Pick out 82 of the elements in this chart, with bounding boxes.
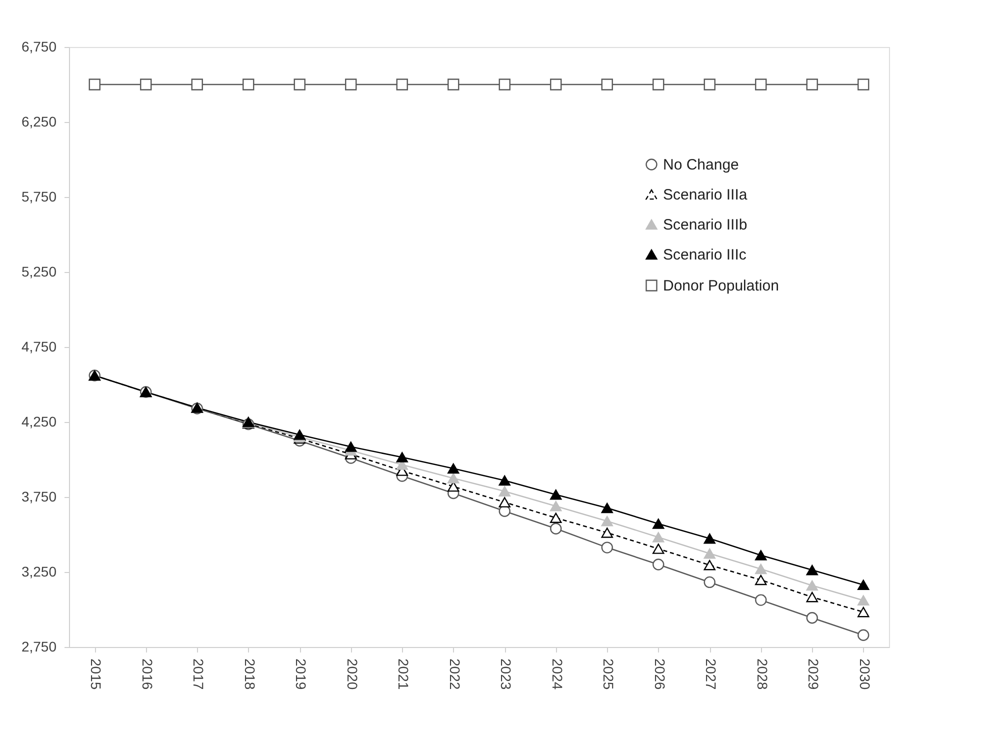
x-tick-label: 2026 <box>652 658 668 690</box>
x-tick-label: 2021 <box>396 658 412 690</box>
point <box>345 442 357 452</box>
point <box>498 78 510 90</box>
x-tick-label: 2023 <box>498 658 514 690</box>
point <box>550 489 562 500</box>
point <box>396 452 408 462</box>
point <box>755 550 767 560</box>
point <box>755 574 767 586</box>
y-tick-label: 3,750 <box>21 488 57 504</box>
point <box>191 78 203 90</box>
y-tick-label: 4,250 <box>21 414 57 430</box>
x-tick-label: 2017 <box>190 658 207 690</box>
point <box>550 501 562 512</box>
x-tick-label: 2016 <box>139 658 156 690</box>
point <box>858 580 870 590</box>
point <box>652 78 664 90</box>
x-tick-label: 2029 <box>806 658 822 690</box>
point <box>550 78 562 90</box>
point <box>550 512 562 523</box>
point <box>498 475 510 486</box>
point <box>448 463 460 474</box>
point <box>806 580 818 591</box>
point <box>858 595 870 606</box>
point <box>601 78 613 90</box>
point <box>806 592 818 602</box>
x-tick-label: 2020 <box>344 658 360 690</box>
x-tick-label: 2027 <box>703 658 720 690</box>
point <box>704 576 716 588</box>
point <box>601 528 613 538</box>
point <box>550 522 562 534</box>
point <box>601 516 613 526</box>
point <box>448 473 460 484</box>
x-tick-label: 2024 <box>549 658 566 690</box>
legend-label: Scenario IIIa <box>663 186 748 204</box>
point <box>704 560 716 570</box>
legend-label: No Change <box>663 156 739 174</box>
point <box>140 78 152 90</box>
point <box>806 564 818 576</box>
legend-label: Scenario IIIc <box>663 246 747 264</box>
y-tick-label: 6,250 <box>21 114 57 130</box>
y-tick-label: 6,750 <box>21 38 57 54</box>
point <box>294 430 306 440</box>
legend-label: Scenario IIIb <box>663 216 748 234</box>
x-tick-label: 2028 <box>754 658 770 690</box>
point <box>858 78 870 90</box>
y-tick-label: 5,750 <box>21 188 57 204</box>
x-tick-label: 2018 <box>242 658 258 690</box>
point <box>704 533 716 544</box>
point <box>858 606 870 618</box>
point <box>294 78 306 90</box>
point <box>345 78 357 90</box>
point <box>652 518 664 529</box>
y-tick-label: 2,750 <box>21 638 57 654</box>
point <box>704 548 716 559</box>
point <box>448 78 460 90</box>
point <box>704 78 716 90</box>
point <box>498 486 510 496</box>
point <box>806 78 818 90</box>
point <box>88 78 100 90</box>
point <box>652 544 664 554</box>
point <box>806 612 818 624</box>
point <box>498 497 510 508</box>
x-tick-label: 2015 <box>88 658 104 690</box>
x-tick-label: 2025 <box>600 658 617 690</box>
point <box>755 594 767 606</box>
y-tick-label: 4,750 <box>21 338 57 354</box>
point <box>652 532 664 542</box>
point <box>396 78 408 90</box>
legend-label: Donor Population <box>663 278 779 294</box>
point <box>601 542 613 554</box>
y-tick-label: 5,250 <box>21 264 57 280</box>
y-tick-label: 3,250 <box>21 564 57 580</box>
point <box>858 629 870 641</box>
point <box>652 558 664 570</box>
point <box>755 78 767 90</box>
x-tick-label: 2022 <box>446 658 463 690</box>
x-tick-label: 2019 <box>293 658 310 690</box>
point <box>755 564 767 574</box>
x-tick-label: 2030 <box>856 658 873 690</box>
point <box>601 502 613 514</box>
point <box>242 78 254 90</box>
